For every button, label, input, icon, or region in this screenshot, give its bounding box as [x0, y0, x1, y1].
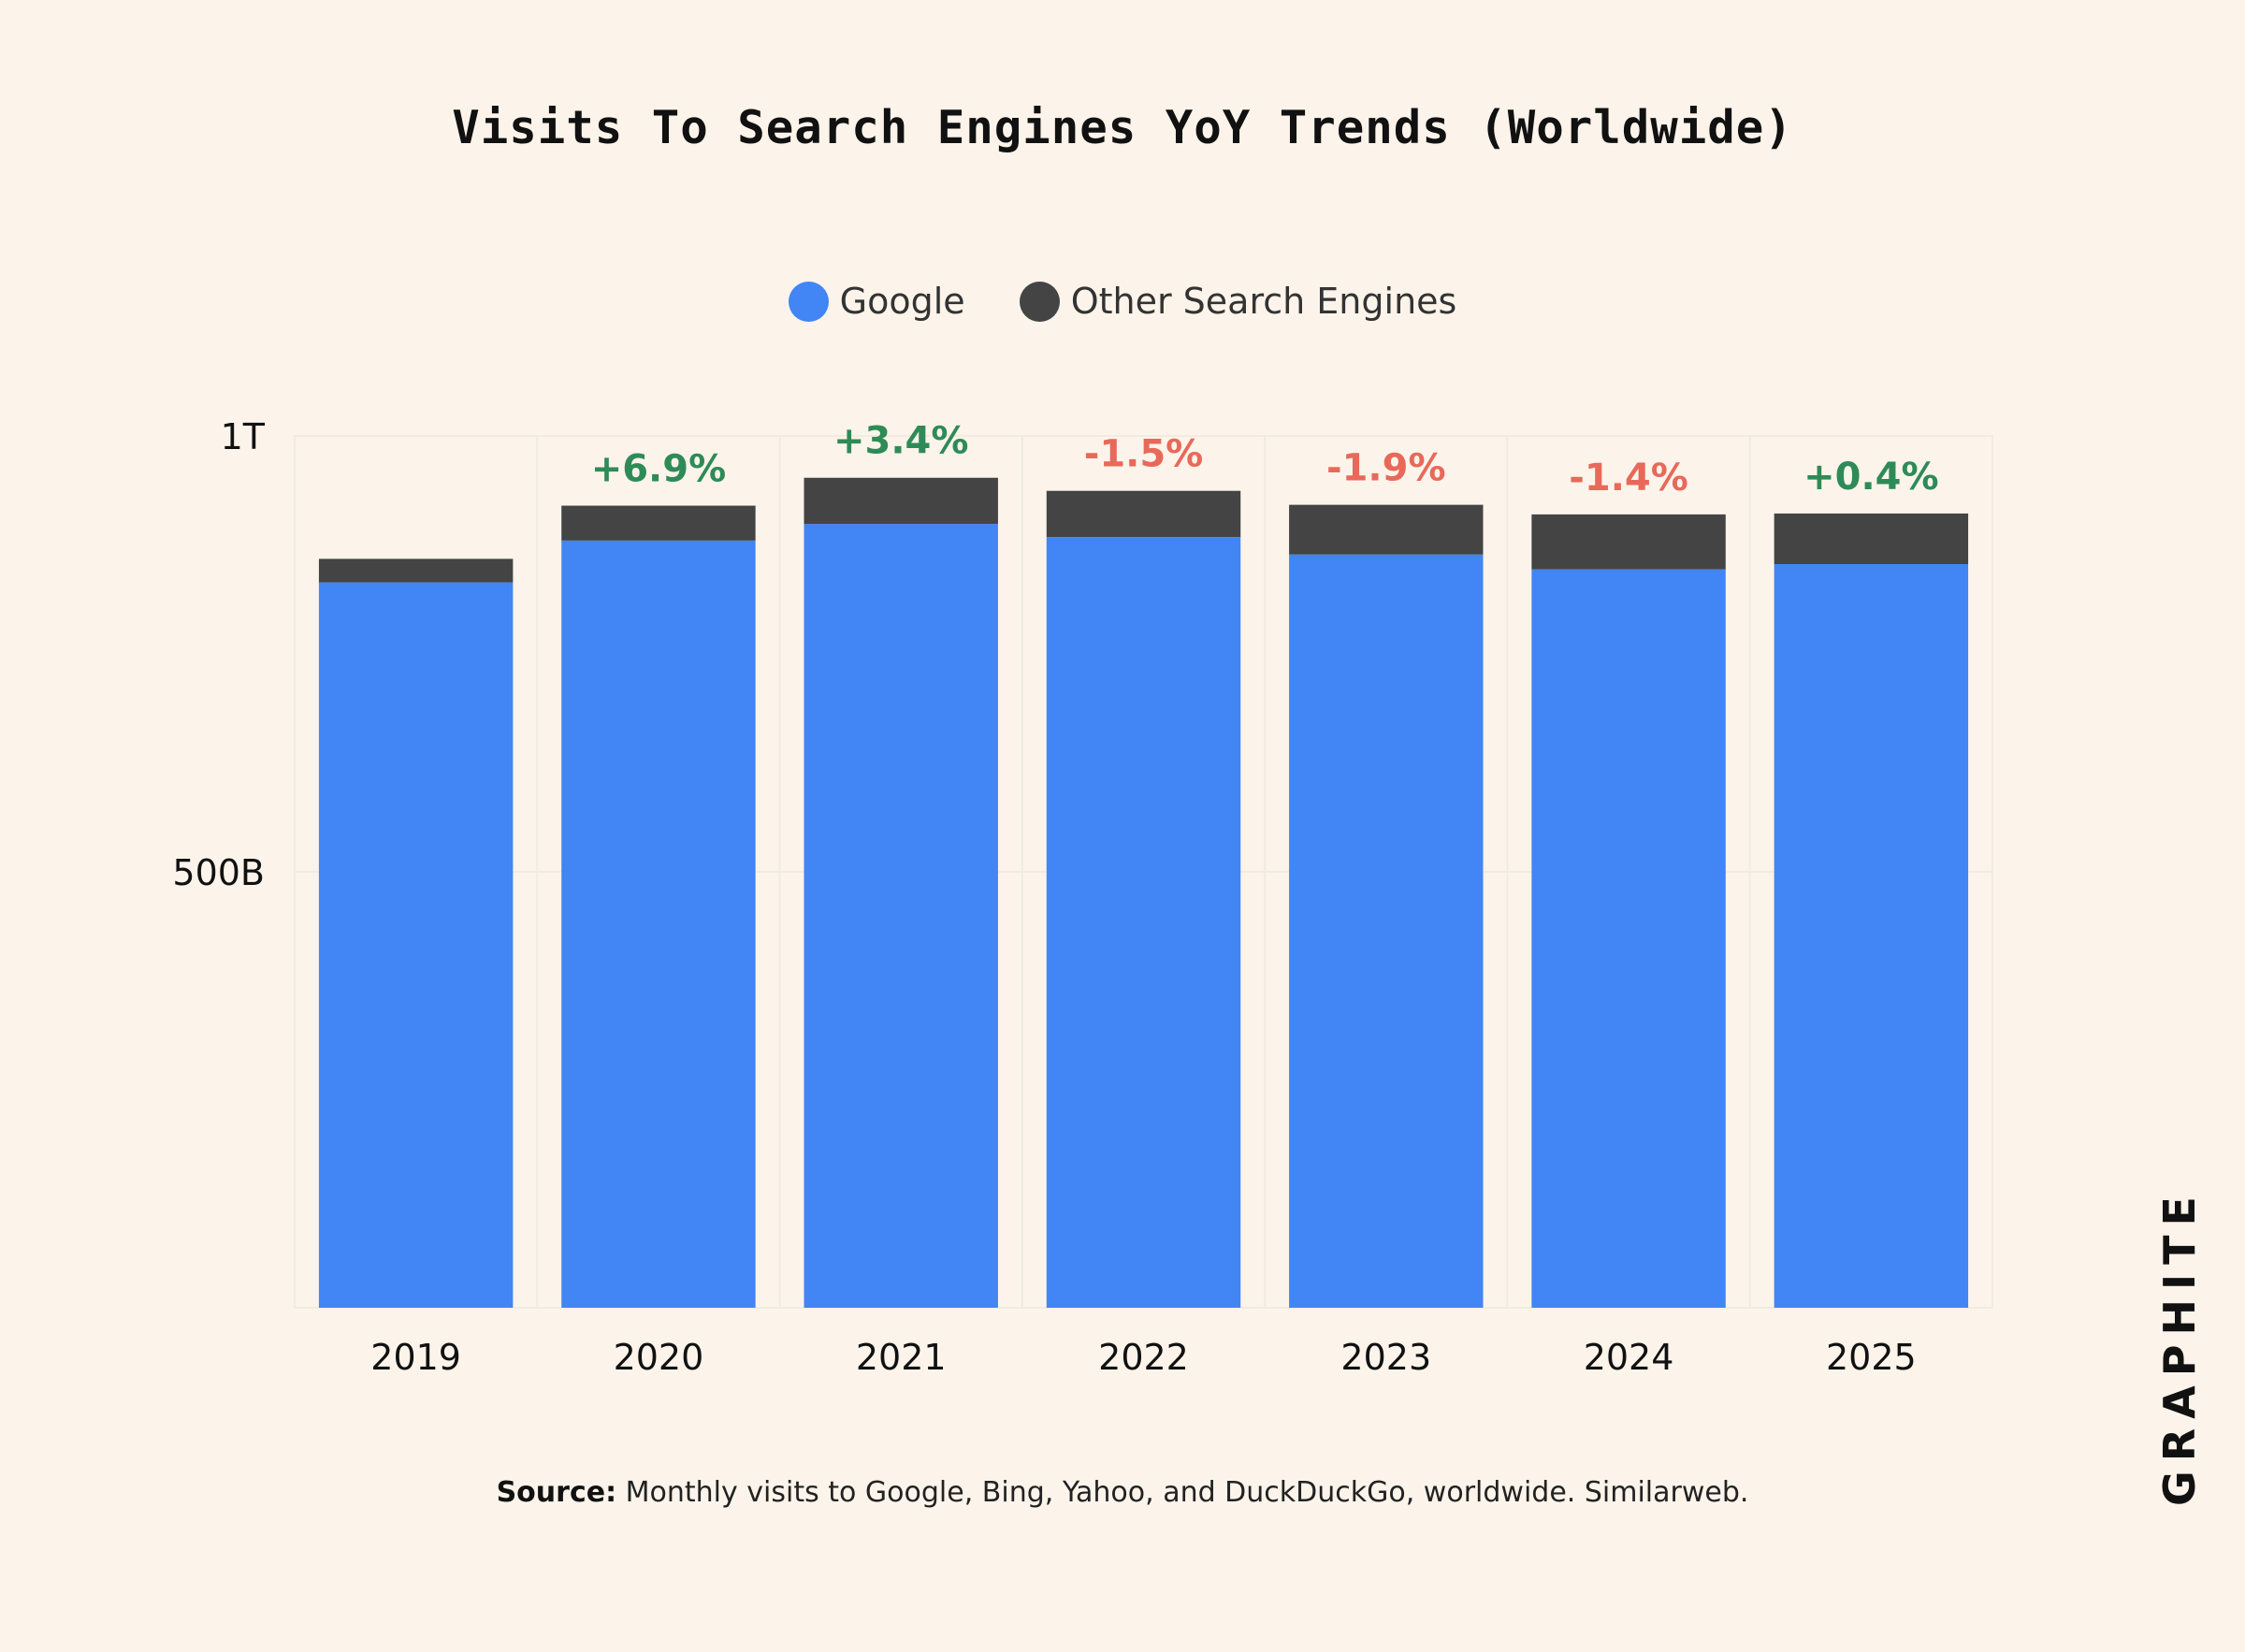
- yoy-label-2025: +0.4%: [1803, 456, 1938, 499]
- source-label: Source:: [496, 1476, 617, 1509]
- yoy-label-2023: -1.9%: [1326, 447, 1446, 490]
- legend-label-other: Other Search Engines: [1070, 281, 1457, 322]
- yoy-label-2024: -1.4%: [1569, 456, 1688, 500]
- bar-google-2019: [318, 582, 514, 1308]
- x-tick-label-2022: 2022: [1098, 1337, 1189, 1378]
- y-tick-label-0: 500B: [172, 852, 265, 893]
- bar-google-2023: [1289, 554, 1484, 1308]
- legend-item-other: Other Search Engines: [1019, 281, 1457, 322]
- bar-other-2023: [1289, 504, 1484, 555]
- legend-swatch-other: [1019, 281, 1060, 322]
- x-tick-label-2021: 2021: [856, 1337, 947, 1378]
- bar-other-2022: [1046, 490, 1241, 538]
- legend-swatch-google: [788, 281, 829, 322]
- yoy-label-2020: +6.9%: [591, 448, 726, 491]
- bar-google-2025: [1774, 564, 1969, 1308]
- yoy-label-2022: -1.5%: [1084, 433, 1204, 476]
- bar-other-2020: [561, 505, 756, 541]
- bar-google-2022: [1046, 537, 1241, 1308]
- legend-item-google: Google: [788, 281, 965, 322]
- chart-legend: Google Other Search Engines: [0, 281, 2245, 322]
- chart-title: Visits To Search Engines YoY Trends (Wor…: [452, 101, 1793, 154]
- legend-label-google: Google: [839, 281, 965, 322]
- x-tick-label-2024: 2024: [1584, 1337, 1674, 1378]
- x-tick-label-2025: 2025: [1826, 1337, 1917, 1378]
- x-tick-label-2020: 2020: [614, 1337, 704, 1378]
- graphite-logo: GRAPHITE: [2154, 1187, 2205, 1506]
- bar-google-2020: [561, 540, 756, 1308]
- bar-other-2021: [804, 477, 998, 525]
- x-tick-label-2023: 2023: [1340, 1337, 1431, 1378]
- bar-google-2024: [1531, 569, 1726, 1308]
- y-tick-label-1: 1T: [221, 416, 266, 457]
- source-note: Source: Monthly visits to Google, Bing, …: [0, 1476, 2245, 1509]
- bar-other-2019: [318, 558, 514, 583]
- yoy-label-2021: +3.4%: [833, 420, 968, 463]
- bar-google-2021: [804, 524, 998, 1308]
- source-text: Monthly visits to Google, Bing, Yahoo, a…: [625, 1476, 1749, 1509]
- x-tick-label-2019: 2019: [370, 1337, 461, 1378]
- bar-other-2025: [1774, 513, 1969, 565]
- bar-other-2024: [1531, 514, 1726, 570]
